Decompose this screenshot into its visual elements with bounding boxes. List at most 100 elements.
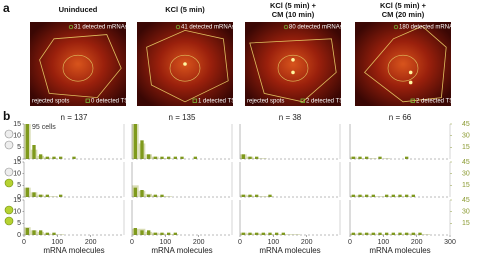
y-tick-label: 0 <box>17 156 21 163</box>
mrna-count: 80 detected mRNAs <box>289 25 343 31</box>
ts-count: 1 detected TS <box>198 99 235 105</box>
image-title: KCl (5 min) + <box>380 1 427 10</box>
rejected-spots: rejected spots <box>247 99 284 105</box>
pale-bar <box>383 158 390 159</box>
dark-bar <box>133 187 137 197</box>
x-axis-label: mRNA molecules <box>259 246 320 255</box>
dark-bar <box>241 194 245 197</box>
dark-bar <box>351 156 355 159</box>
dark-bar <box>365 194 369 197</box>
dark-bar <box>45 232 49 235</box>
pale-bar <box>260 158 267 159</box>
dark-bar <box>72 156 76 159</box>
x-tick-label: 200 <box>85 239 97 246</box>
dark-bar <box>405 232 409 235</box>
y-tick-label: 15 <box>13 197 21 204</box>
dark-bar <box>173 156 177 159</box>
rejected-spots: rejected spots <box>32 99 69 105</box>
dark-bar <box>358 194 362 197</box>
dark-bar <box>351 232 355 235</box>
y-tick-label: 0 <box>17 194 21 201</box>
column-n: n = 135 <box>169 113 196 122</box>
dark-bar <box>153 156 157 159</box>
y-tick-label: 0 <box>17 232 21 239</box>
mrna-icon <box>175 24 181 30</box>
x-tick-label: 100 <box>159 239 171 246</box>
dark-bar <box>268 232 272 235</box>
pale-bar <box>57 234 64 235</box>
dark-bar <box>52 156 56 159</box>
dark-bar <box>133 228 137 235</box>
mrna-count: 41 detected mRNAs <box>181 25 235 31</box>
y2-tick-label: 45 <box>462 197 470 204</box>
dark-bar <box>39 154 43 159</box>
dark-bar <box>59 156 63 159</box>
dark-bar <box>32 192 36 197</box>
ts-count: 0 detected TSs <box>91 99 131 105</box>
dark-bar <box>167 232 171 235</box>
dark-bar <box>261 232 265 235</box>
y-tick-label: 15 <box>13 121 21 128</box>
row-icons <box>4 129 14 226</box>
cell-outline <box>249 38 337 103</box>
nucleus-outline <box>387 54 419 82</box>
x-tick-label: 0 <box>130 239 134 246</box>
dark-bar <box>45 156 49 159</box>
dark-bar <box>193 156 197 159</box>
dark-bar <box>405 156 409 159</box>
nucleus-outline <box>169 54 201 82</box>
column-n: n = 137 <box>61 113 88 122</box>
pale-bar <box>423 234 430 235</box>
dark-bar <box>59 194 63 197</box>
dark-bar <box>378 156 382 159</box>
dark-bar <box>147 230 151 235</box>
mrna-count: 180 detected mRNAs <box>399 25 456 31</box>
panel-label: a <box>3 1 10 15</box>
dark-bar <box>32 230 36 235</box>
x-tick-label: 200 <box>411 239 423 246</box>
y-tick-label: 15 <box>13 159 21 166</box>
dark-bar <box>140 230 144 235</box>
dark-bar <box>378 232 382 235</box>
x-tick-label: 100 <box>267 239 279 246</box>
y2-tick-label: 15 <box>462 144 470 151</box>
x-axis-label: mRNA molecules <box>43 246 104 255</box>
x-tick-label: 200 <box>301 239 313 246</box>
ts-icon <box>192 98 197 103</box>
dark-bar <box>405 194 409 197</box>
cell-outline <box>146 29 229 103</box>
column-n: n = 66 <box>389 113 412 122</box>
dark-bar <box>418 232 422 235</box>
pale-bar <box>260 196 267 197</box>
transcription-site <box>408 80 413 85</box>
dark-bar <box>411 232 415 235</box>
dark-bar <box>39 194 43 197</box>
dark-bar <box>281 232 285 235</box>
x-axis-label: mRNA molecules <box>151 246 212 255</box>
dark-bar <box>365 232 369 235</box>
y2-tick-label: 30 <box>462 209 470 216</box>
dark-bar <box>153 194 157 197</box>
image-title: CM (10 min) <box>272 10 315 19</box>
dark-bar <box>255 156 259 159</box>
pale-bar <box>286 234 294 235</box>
pale-bar <box>370 158 377 159</box>
mrna-icon <box>393 24 399 30</box>
dark-bar <box>147 154 151 159</box>
dark-bar <box>385 194 389 197</box>
transcription-site <box>408 70 413 75</box>
dark-bar <box>32 145 36 159</box>
dark-bar <box>398 194 402 197</box>
y-tick-label: 10 <box>13 209 21 216</box>
dark-bar <box>371 194 375 197</box>
dark-bar <box>365 156 369 159</box>
dark-bar <box>275 232 279 235</box>
dark-bar <box>255 194 259 197</box>
x-tick-label: 0 <box>348 239 352 246</box>
dark-bar <box>371 232 375 235</box>
y-tick-label: 5 <box>17 182 21 189</box>
dark-bar <box>180 156 184 159</box>
dark-bar <box>241 232 245 235</box>
dark-bar <box>248 194 252 197</box>
y2-tick-label: 15 <box>462 220 470 227</box>
